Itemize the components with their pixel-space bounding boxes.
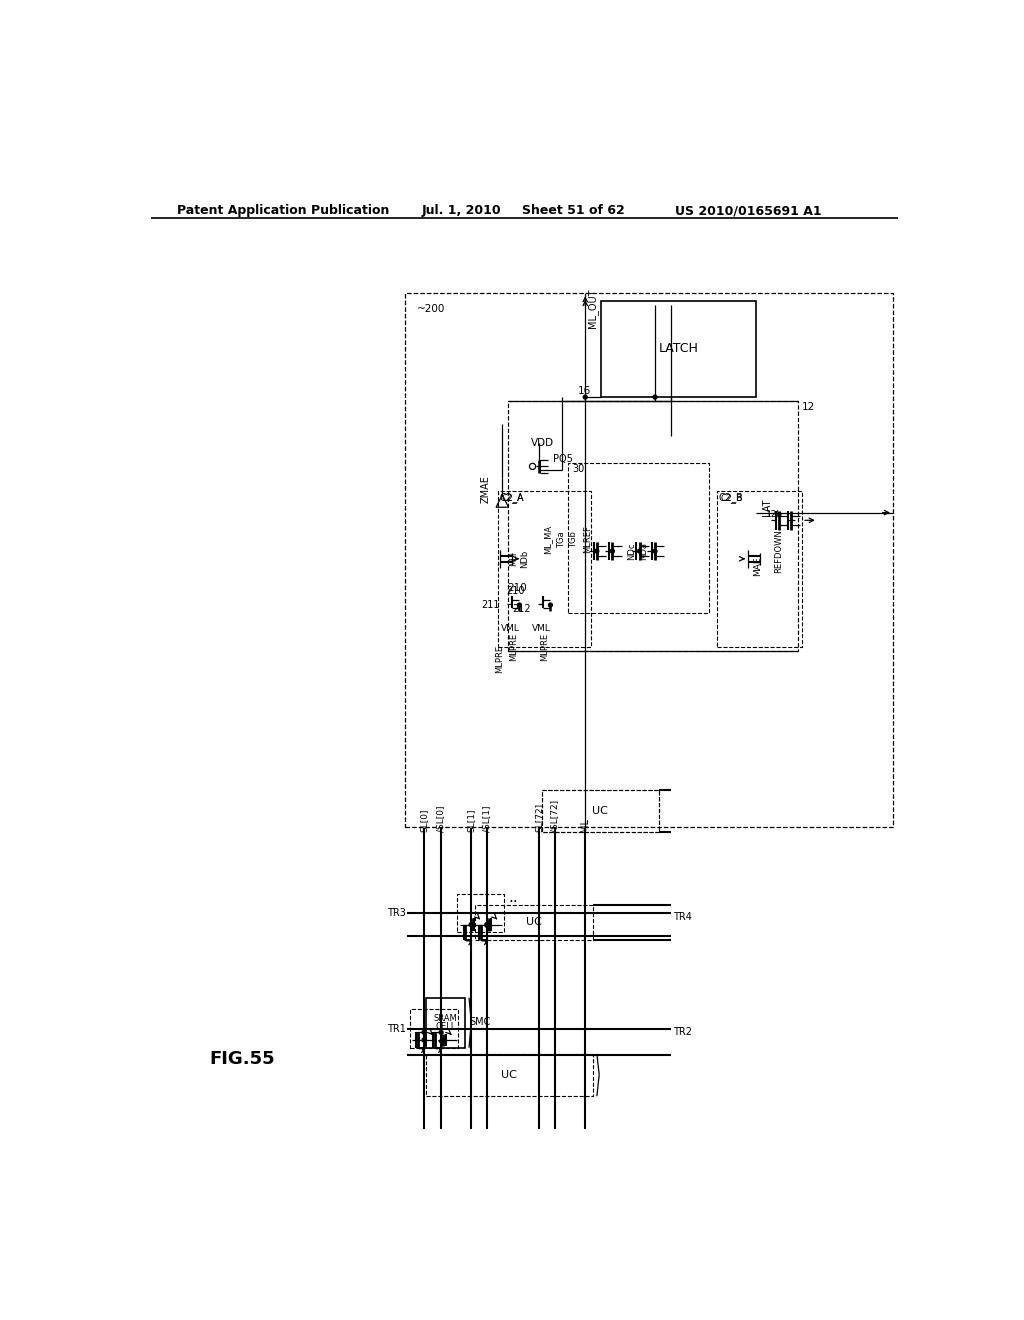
Text: LAT: LAT bbox=[762, 499, 772, 516]
Text: UC: UC bbox=[592, 805, 608, 816]
Text: C2_B: C2_B bbox=[721, 492, 743, 502]
Text: TR2: TR2 bbox=[673, 1027, 692, 1038]
Circle shape bbox=[517, 603, 521, 607]
Text: Sheet 51 of 62: Sheet 51 of 62 bbox=[522, 205, 625, 218]
Text: ZMAE: ZMAE bbox=[480, 475, 490, 503]
Text: ~200: ~200 bbox=[417, 304, 445, 314]
Text: MLPRE: MLPRE bbox=[496, 645, 505, 673]
Circle shape bbox=[610, 549, 614, 553]
Circle shape bbox=[441, 1038, 445, 1041]
Bar bbox=[717, 491, 802, 647]
Text: ..: .. bbox=[508, 890, 518, 906]
Text: 16: 16 bbox=[579, 385, 592, 396]
Bar bbox=[458, 894, 504, 932]
Text: NDa: NDa bbox=[639, 543, 648, 560]
Bar bbox=[542, 789, 658, 832]
Text: SL[72]: SL[72] bbox=[535, 803, 544, 832]
Bar bbox=[475, 906, 593, 940]
Text: SMC: SMC bbox=[469, 1018, 490, 1027]
Circle shape bbox=[549, 603, 552, 607]
Circle shape bbox=[638, 549, 641, 553]
Circle shape bbox=[422, 1038, 426, 1041]
Text: 210: 210 bbox=[506, 586, 524, 597]
Text: /SL[72]: /SL[72] bbox=[551, 800, 559, 832]
Text: 12b: 12b bbox=[766, 510, 783, 519]
Text: MLI: MLI bbox=[509, 552, 518, 566]
Text: TR1: TR1 bbox=[387, 1023, 406, 1034]
Circle shape bbox=[487, 923, 492, 927]
Text: ML_OUT: ML_OUT bbox=[587, 289, 598, 329]
Text: VDD: VDD bbox=[531, 438, 554, 449]
Text: ML_MA: ML_MA bbox=[544, 525, 553, 554]
Text: UC: UC bbox=[526, 917, 542, 927]
Text: C2_A: C2_A bbox=[500, 492, 524, 503]
Bar bbox=[508, 401, 799, 651]
Text: MLPRE: MLPRE bbox=[509, 634, 518, 661]
Text: 210: 210 bbox=[508, 583, 527, 593]
Text: UC: UC bbox=[502, 1069, 517, 1080]
Bar bbox=[410, 1010, 458, 1048]
Text: TGa: TGa bbox=[557, 531, 566, 548]
Text: /SL[1]: /SL[1] bbox=[482, 805, 492, 832]
Circle shape bbox=[469, 923, 473, 927]
Text: VML: VML bbox=[531, 623, 551, 632]
Text: LATCH: LATCH bbox=[658, 342, 698, 355]
Bar bbox=[542, 789, 658, 832]
Text: NDb: NDb bbox=[520, 549, 529, 568]
Text: TR3: TR3 bbox=[387, 908, 406, 917]
Bar bbox=[601, 301, 756, 397]
Text: /SL[0]: /SL[0] bbox=[436, 805, 445, 832]
Text: PQ5: PQ5 bbox=[553, 454, 572, 463]
Circle shape bbox=[485, 923, 488, 927]
Text: SL[1]: SL[1] bbox=[467, 809, 476, 832]
Bar bbox=[406, 293, 893, 826]
Text: MAE: MAE bbox=[753, 557, 762, 577]
Text: VML: VML bbox=[501, 623, 519, 632]
Bar bbox=[426, 998, 465, 1048]
Text: 12: 12 bbox=[802, 403, 815, 412]
Text: TGb: TGb bbox=[569, 531, 579, 548]
Text: Jul. 1, 2010: Jul. 1, 2010 bbox=[422, 205, 501, 218]
Circle shape bbox=[422, 1031, 426, 1035]
Text: C2_A: C2_A bbox=[502, 492, 524, 502]
Text: MLREF: MLREF bbox=[583, 525, 592, 553]
Circle shape bbox=[469, 923, 473, 927]
Circle shape bbox=[439, 1031, 443, 1035]
Text: 30: 30 bbox=[572, 463, 585, 474]
Bar bbox=[498, 491, 592, 647]
Text: REFDOWN: REFDOWN bbox=[774, 529, 783, 573]
Text: TR4: TR4 bbox=[673, 912, 691, 921]
Text: MLPRE: MLPRE bbox=[540, 634, 549, 661]
Text: FIG.55: FIG.55 bbox=[209, 1051, 275, 1068]
Circle shape bbox=[595, 549, 599, 553]
Text: 212: 212 bbox=[512, 603, 531, 614]
Bar bbox=[426, 1053, 593, 1096]
Text: SRAM: SRAM bbox=[434, 1014, 458, 1023]
Text: Patent Application Publication: Patent Application Publication bbox=[177, 205, 389, 218]
Circle shape bbox=[653, 549, 657, 553]
Text: SL[0]: SL[0] bbox=[420, 809, 429, 832]
Text: US 2010/0165691 A1: US 2010/0165691 A1 bbox=[675, 205, 821, 218]
Circle shape bbox=[584, 395, 587, 399]
Circle shape bbox=[653, 395, 657, 399]
Text: NDc: NDc bbox=[628, 543, 636, 560]
Text: CELL: CELL bbox=[435, 1022, 456, 1031]
Bar bbox=[568, 462, 710, 612]
Text: ML: ML bbox=[581, 818, 590, 832]
Text: 211: 211 bbox=[481, 601, 500, 610]
Text: C2_B: C2_B bbox=[719, 492, 743, 503]
